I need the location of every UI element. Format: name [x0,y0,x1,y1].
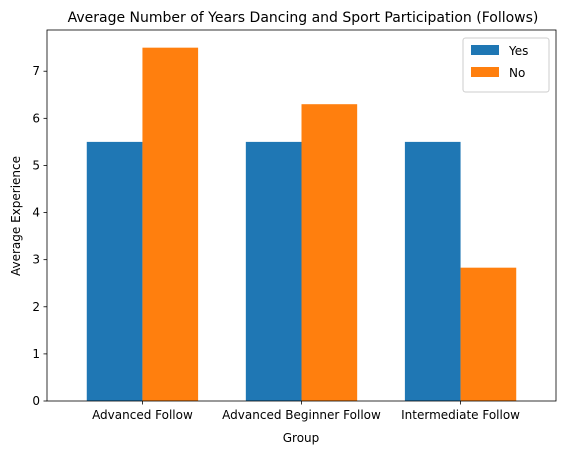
y-tick-label: 3 [32,253,40,267]
y-tick-label: 7 [32,64,40,78]
x-axis-label: Group [283,431,320,445]
bars-group [87,48,516,401]
y-tick-label: 0 [32,394,40,408]
legend-swatch-yes [471,45,499,55]
x-tick-label: Advanced Beginner Follow [222,408,381,422]
bar-yes-3 [405,142,461,401]
chart-title: Average Number of Years Dancing and Spor… [68,10,539,26]
y-axis-label: Average Experience [9,156,23,276]
y-tick-label: 1 [32,347,40,361]
legend-swatch-no [471,67,499,77]
y-tick-label: 6 [32,111,40,125]
legend-label-no: No [509,66,525,80]
bar-yes-1 [87,142,143,401]
x-tick-label: Advanced Follow [92,408,193,422]
legend-label-yes: Yes [508,44,528,58]
y-tick-label: 4 [32,206,40,220]
y-tick-label: 5 [32,158,40,172]
bar-no-1 [142,48,198,401]
bar-yes-2 [246,142,302,401]
y-axis-ticks: 0 1 2 3 4 5 6 7 [32,64,47,408]
x-tick-label: Intermediate Follow [401,408,520,422]
bar-no-2 [302,104,358,401]
y-tick-label: 2 [32,300,40,314]
legend: Yes No [463,38,549,92]
x-axis-ticks: Advanced Follow Advanced Beginner Follow I… [92,401,520,422]
bar-no-3 [461,268,517,401]
